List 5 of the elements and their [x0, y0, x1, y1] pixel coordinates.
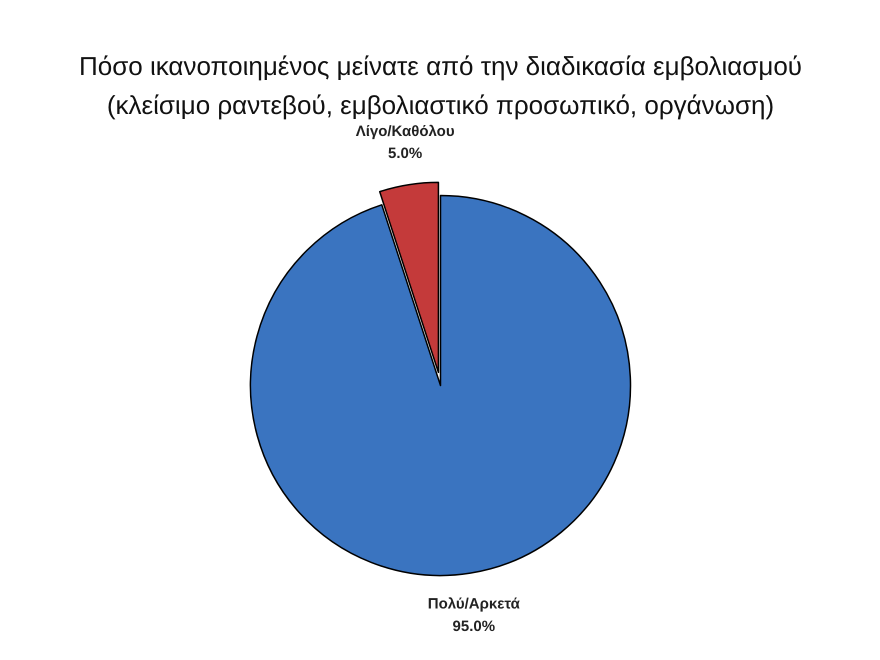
data-label: 95.0%: [452, 618, 496, 635]
data-label: 5.0%: [388, 145, 422, 162]
slice-label: Λίγο/Καθόλου: [356, 123, 455, 140]
slice-label: Πολύ/Αρκετά: [428, 596, 521, 613]
chart-title: Πόσο ικανοποιημένος μείνατε από την διαδικασία εμβολιασμού (κλείσιμο ραντεβού, εμβολιαστικό προσωπικό, οργάνωση): [79, 51, 802, 120]
